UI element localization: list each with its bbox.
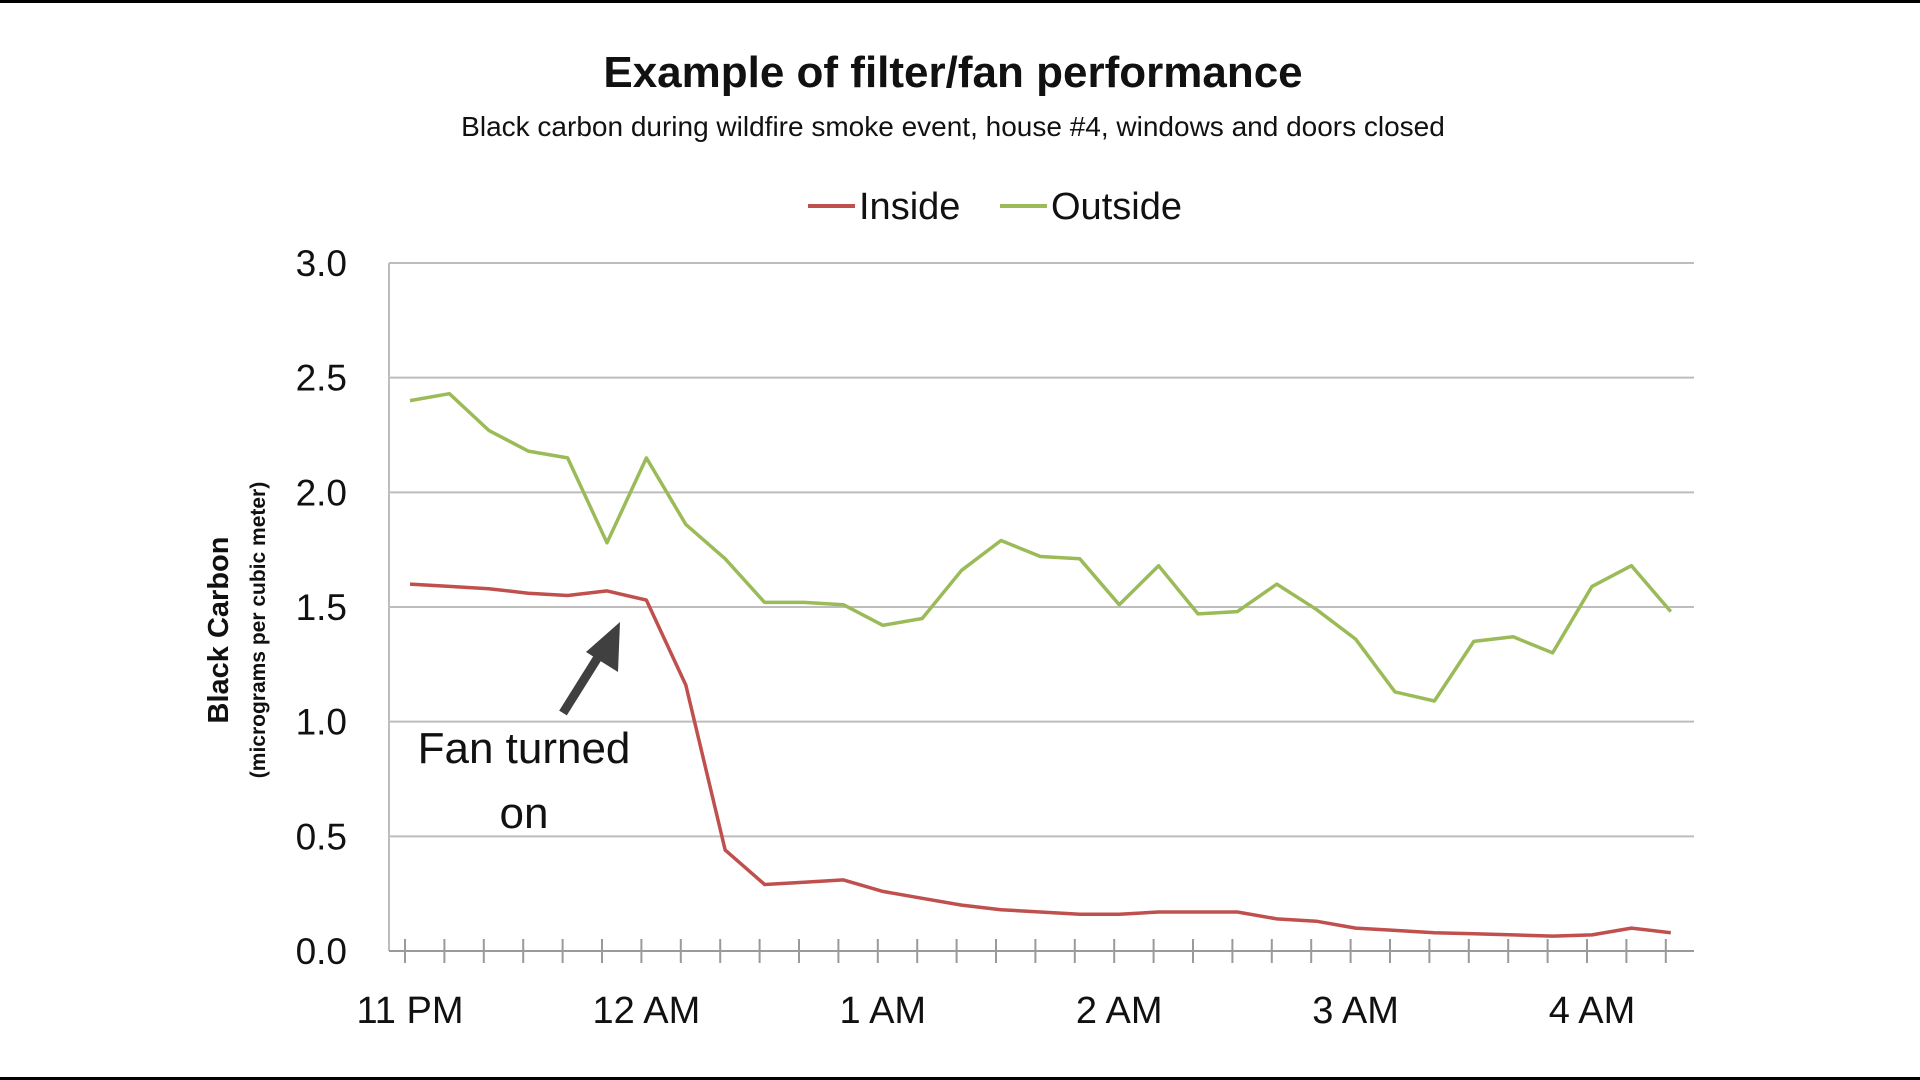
y-axis-ticks: 0.0 0.5 1.0 1.5 2.0 2.5 3.0: [296, 243, 347, 972]
top-border: [0, 0, 1920, 3]
bottom-border: [0, 1077, 1920, 1080]
y-axis-title: Black Carbon: [203, 537, 235, 724]
y-tick-label: 3.0: [296, 243, 347, 284]
y-axis-units: (micrograms per cubic meter): [247, 482, 270, 778]
annotation-arrowhead-icon: [586, 622, 620, 672]
legend: Inside Outside: [808, 186, 1182, 228]
legend-label-inside: Inside: [859, 186, 960, 228]
x-tick-label: 12 AM: [593, 990, 701, 1032]
x-tick-label: 11 PM: [356, 990, 463, 1032]
y-axis-subtitle: (micrograms per cubic meter): [247, 482, 270, 778]
series-lines: [409, 391, 1673, 938]
y-tick-label: 1.5: [296, 587, 347, 628]
chart-subtitle: Black carbon during wildfire smoke event…: [461, 111, 1445, 142]
y-tick-label: 1.0: [296, 702, 347, 743]
x-tick-label: 1 AM: [839, 990, 926, 1032]
annotation: Fan turned on: [418, 622, 631, 838]
gridlines: [389, 262, 1694, 838]
x-tick-label: 3 AM: [1312, 990, 1399, 1032]
series-line-inside: [409, 582, 1672, 938]
x-tick-label: 4 AM: [1549, 990, 1636, 1032]
legend-label-outside: Outside: [1051, 186, 1182, 228]
x-axis: [388, 263, 1694, 963]
x-tick-label: 2 AM: [1076, 990, 1163, 1032]
y-tick-label: 2.0: [296, 472, 347, 513]
chart-title: Example of filter/fan performance: [603, 48, 1302, 97]
y-tick-label: 2.5: [296, 358, 347, 399]
y-axis-label: Black Carbon: [203, 537, 235, 724]
x-axis-labels: 11 PM 12 AM 1 AM 2 AM 3 AM 4 AM: [356, 990, 1635, 1032]
y-tick-label: 0.5: [296, 816, 347, 857]
series-line-outside: [409, 391, 1673, 703]
annotation-text-line1: Fan turned: [418, 724, 631, 773]
y-tick-label: 0.0: [296, 931, 347, 972]
annotation-text-line2: on: [500, 789, 549, 838]
